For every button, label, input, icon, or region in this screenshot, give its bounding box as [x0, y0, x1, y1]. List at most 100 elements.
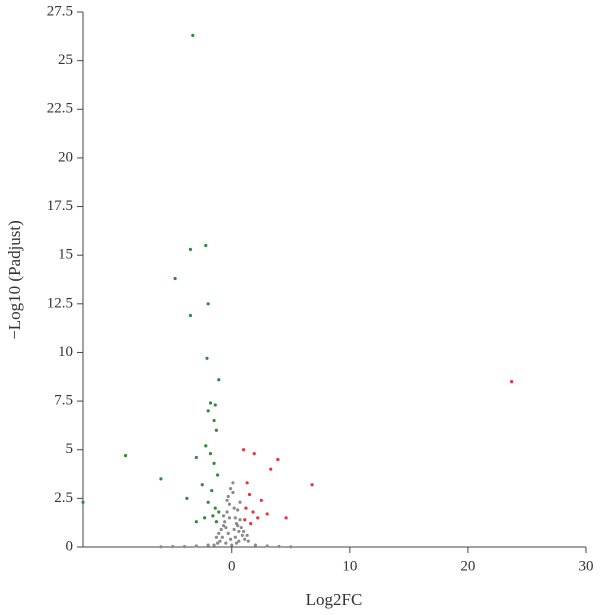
x-tick-label: 10	[342, 558, 357, 574]
point	[241, 529, 246, 534]
point	[210, 488, 214, 493]
point	[223, 520, 227, 524]
point	[225, 510, 229, 514]
point	[289, 545, 293, 549]
point	[233, 516, 237, 520]
point	[227, 516, 232, 520]
point	[208, 452, 213, 456]
point	[232, 527, 236, 532]
point	[182, 545, 187, 549]
point	[221, 514, 226, 518]
y-tick-label: 7.5	[54, 393, 73, 409]
point	[191, 33, 195, 37]
point	[226, 531, 230, 535]
point	[256, 516, 260, 520]
x-tick-label: 0	[228, 558, 236, 574]
point	[220, 535, 224, 539]
point	[206, 543, 210, 547]
point	[217, 510, 221, 514]
point	[206, 500, 210, 504]
point	[81, 500, 85, 504]
point	[214, 428, 219, 432]
point	[216, 473, 220, 477]
point	[204, 243, 208, 248]
point	[277, 544, 281, 549]
point	[225, 498, 229, 502]
point	[171, 545, 175, 549]
point	[213, 403, 217, 407]
point	[206, 409, 210, 413]
point	[252, 452, 256, 456]
point	[208, 401, 213, 405]
point	[123, 453, 128, 458]
point	[230, 543, 234, 547]
point	[284, 516, 288, 520]
point	[231, 490, 235, 495]
point	[212, 461, 216, 465]
y-tick-label: 15	[58, 247, 73, 263]
point	[276, 457, 280, 462]
point	[212, 418, 216, 423]
y-tick-label: 20	[58, 149, 73, 165]
point	[218, 539, 222, 543]
point	[232, 506, 236, 510]
point	[194, 544, 198, 548]
point	[221, 524, 226, 528]
point	[228, 537, 233, 541]
point	[226, 494, 230, 499]
point	[245, 533, 249, 537]
point	[224, 525, 228, 530]
point	[205, 356, 209, 360]
point	[188, 313, 193, 318]
y-axis-label: −Log10 (Padjust)	[5, 220, 24, 340]
x-tick-label: 20	[460, 558, 475, 574]
point	[246, 539, 250, 543]
point	[245, 481, 249, 485]
point	[233, 535, 237, 539]
point	[236, 508, 240, 512]
point	[236, 524, 240, 528]
point	[510, 380, 514, 384]
point	[231, 481, 235, 485]
point	[217, 378, 221, 382]
point	[243, 537, 247, 541]
point	[213, 506, 217, 510]
point	[159, 545, 163, 549]
point	[224, 541, 228, 545]
point	[239, 525, 243, 530]
point	[234, 541, 239, 545]
point	[200, 483, 204, 487]
x-tick-label: 30	[579, 558, 594, 574]
point	[188, 247, 193, 251]
point	[238, 500, 242, 504]
y-tick-label: 5	[66, 441, 74, 457]
y-tick-label: 12.5	[47, 295, 73, 311]
point	[237, 529, 241, 534]
point	[206, 302, 210, 306]
point	[173, 276, 177, 281]
y-tick-label: 2.5	[54, 490, 73, 506]
point	[185, 496, 189, 500]
y-tick-label: 22.5	[47, 101, 73, 117]
point	[214, 535, 219, 539]
point	[204, 444, 208, 448]
point	[253, 543, 257, 547]
point	[247, 492, 252, 497]
point	[310, 483, 314, 487]
point	[269, 467, 273, 471]
point	[194, 520, 198, 524]
point	[227, 502, 232, 506]
point	[240, 533, 245, 537]
y-tick-label: 25	[58, 52, 73, 68]
y-tick-label: 17.5	[47, 198, 73, 214]
point	[228, 487, 233, 491]
point	[251, 510, 255, 514]
point	[212, 543, 216, 547]
point	[241, 448, 246, 452]
y-tick-label: 10	[58, 344, 73, 360]
point	[219, 527, 223, 532]
point	[249, 522, 253, 526]
point	[159, 477, 163, 481]
point	[211, 514, 215, 518]
